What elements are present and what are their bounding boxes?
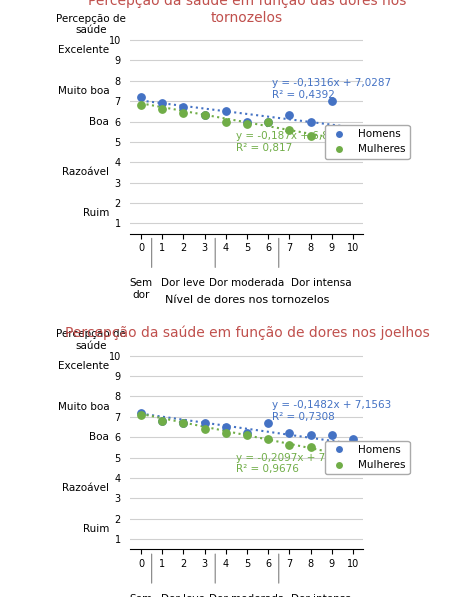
Text: Dor moderada: Dor moderada <box>209 594 285 597</box>
Text: y = -0,1482x + 7,1563
R² = 0,7308: y = -0,1482x + 7,1563 R² = 0,7308 <box>273 400 391 421</box>
Point <box>222 106 230 116</box>
Point <box>137 93 145 102</box>
Point <box>307 131 314 140</box>
Text: Boa: Boa <box>89 116 110 127</box>
Point <box>180 418 187 427</box>
Point <box>264 418 272 427</box>
Text: Dor leve: Dor leve <box>162 594 206 597</box>
Text: y = -0,1316x + 7,0287
R² = 0,4392: y = -0,1316x + 7,0287 R² = 0,4392 <box>273 78 391 100</box>
Point <box>286 441 293 450</box>
Point <box>158 416 166 426</box>
Point <box>180 418 187 427</box>
Point <box>222 422 230 432</box>
Point <box>307 117 314 127</box>
Title: Percepção da saúde em função de dores nos joelhos: Percepção da saúde em função de dores no… <box>65 326 429 340</box>
Point <box>180 103 187 112</box>
Point <box>328 145 336 155</box>
Point <box>158 416 166 426</box>
Text: Percepção de
saúde: Percepção de saúde <box>56 14 126 35</box>
Text: Ruim: Ruim <box>83 524 110 534</box>
Text: Excelente: Excelente <box>58 361 110 371</box>
Text: Dor intensa: Dor intensa <box>291 594 351 597</box>
Text: Muito boa: Muito boa <box>58 402 110 412</box>
Point <box>201 110 208 120</box>
Point <box>349 125 356 134</box>
Point <box>286 125 293 134</box>
Text: y = -0,187x + 6,8916
R² = 0,817: y = -0,187x + 6,8916 R² = 0,817 <box>236 131 349 153</box>
Text: Percepção de
saúde: Percepção de saúde <box>56 330 126 351</box>
Point <box>158 104 166 114</box>
Point <box>180 109 187 118</box>
Text: Razoável: Razoável <box>62 167 110 177</box>
Point <box>328 445 336 454</box>
Text: Excelente: Excelente <box>58 45 110 55</box>
Point <box>158 99 166 108</box>
Point <box>222 429 230 438</box>
Point <box>264 117 272 127</box>
Point <box>349 435 356 444</box>
Text: y = -0,2097x + 7,1422
R² = 0,9676: y = -0,2097x + 7,1422 R² = 0,9676 <box>236 453 356 475</box>
Point <box>286 429 293 438</box>
Point <box>243 430 251 440</box>
Text: Sem
dor: Sem dor <box>130 594 153 597</box>
Point <box>201 424 208 434</box>
Point <box>201 110 208 120</box>
Point <box>349 139 356 149</box>
Point <box>328 96 336 106</box>
Legend: Homens, Mulheres: Homens, Mulheres <box>324 441 410 475</box>
Point <box>328 430 336 440</box>
Text: Dor moderada: Dor moderada <box>209 278 285 288</box>
Point <box>243 117 251 127</box>
Point <box>307 430 314 440</box>
Point <box>222 117 230 127</box>
Point <box>349 455 356 464</box>
Text: Muito boa: Muito boa <box>58 86 110 96</box>
Point <box>137 408 145 417</box>
Point <box>201 418 208 427</box>
Text: Razoável: Razoável <box>62 483 110 493</box>
Point <box>286 110 293 120</box>
Text: Boa: Boa <box>89 432 110 442</box>
X-axis label: Nível de dores nos tornozelos: Nível de dores nos tornozelos <box>165 295 329 305</box>
Point <box>137 410 145 420</box>
Point <box>243 119 251 128</box>
Point <box>137 100 145 110</box>
Point <box>264 435 272 444</box>
Point <box>264 117 272 127</box>
Text: Sem
dor: Sem dor <box>130 278 153 300</box>
Text: Ruim: Ruim <box>83 208 110 218</box>
Point <box>307 442 314 452</box>
Text: Dor intensa: Dor intensa <box>291 278 351 288</box>
Title: Percepção da saúde em função das dores nos
tornozelos: Percepção da saúde em função das dores n… <box>88 0 406 24</box>
Text: Dor leve: Dor leve <box>162 278 206 288</box>
Point <box>243 429 251 438</box>
Legend: Homens, Mulheres: Homens, Mulheres <box>324 125 410 159</box>
